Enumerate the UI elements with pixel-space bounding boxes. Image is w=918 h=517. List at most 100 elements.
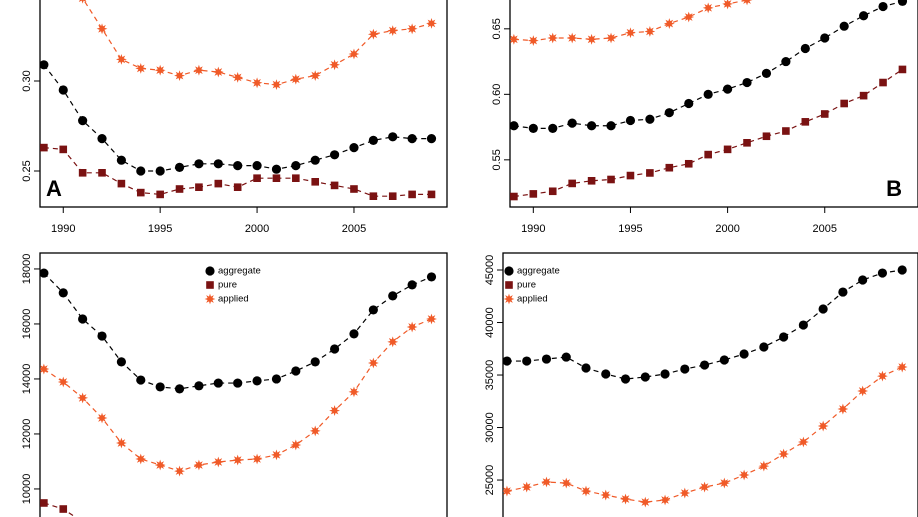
panel: 0.25 0.30 1990 1995 2000 2005 A bbox=[21, 0, 448, 235]
point bbox=[797, 436, 809, 448]
panel: 0.55 0.60 0.65 1990 1995 2000 2005 B bbox=[491, 0, 918, 235]
point bbox=[606, 121, 616, 131]
point bbox=[78, 169, 87, 177]
point bbox=[388, 132, 398, 142]
point bbox=[762, 132, 771, 141]
point bbox=[522, 356, 532, 366]
point bbox=[387, 25, 399, 36]
point bbox=[155, 382, 165, 392]
y-tick-label: 30000 bbox=[484, 412, 496, 443]
point bbox=[58, 288, 68, 298]
point bbox=[781, 56, 791, 67]
point bbox=[521, 481, 533, 493]
point bbox=[625, 115, 636, 126]
x-tick-label: 1995 bbox=[148, 223, 172, 235]
plot-frame bbox=[502, 252, 918, 517]
point bbox=[858, 275, 868, 285]
point bbox=[59, 145, 68, 154]
point bbox=[723, 145, 732, 154]
point bbox=[898, 65, 907, 74]
point bbox=[40, 143, 48, 152]
legend-label: applied bbox=[517, 294, 548, 305]
point bbox=[214, 179, 223, 188]
point bbox=[659, 494, 671, 506]
point bbox=[859, 11, 869, 21]
point bbox=[271, 374, 282, 384]
point bbox=[59, 505, 68, 513]
point bbox=[194, 159, 204, 169]
point bbox=[252, 376, 262, 386]
point bbox=[510, 33, 520, 45]
point bbox=[251, 77, 263, 89]
point bbox=[40, 499, 48, 507]
legend-label: aggregate bbox=[517, 266, 560, 277]
series-line bbox=[83, 0, 432, 86]
point bbox=[839, 21, 849, 31]
point bbox=[329, 59, 340, 71]
point bbox=[291, 366, 301, 376]
point bbox=[272, 174, 281, 182]
point bbox=[406, 23, 418, 35]
x-tick-label: 2005 bbox=[342, 223, 366, 235]
point bbox=[878, 1, 888, 12]
point bbox=[97, 134, 107, 144]
point bbox=[426, 272, 437, 282]
point bbox=[663, 18, 675, 29]
panel-label: A bbox=[46, 176, 62, 201]
point bbox=[136, 166, 146, 176]
series-line bbox=[43, 318, 432, 472]
legend-label: applied bbox=[218, 294, 249, 305]
point bbox=[349, 329, 359, 339]
point bbox=[213, 159, 223, 169]
x-tick-label: 2000 bbox=[715, 223, 739, 235]
series-line bbox=[513, 68, 903, 198]
point bbox=[605, 32, 617, 44]
point bbox=[40, 363, 50, 375]
point bbox=[233, 161, 243, 171]
series-line bbox=[43, 272, 432, 390]
point bbox=[817, 420, 829, 432]
x-tick-label: 1990 bbox=[521, 223, 545, 235]
point bbox=[560, 477, 572, 489]
point bbox=[309, 70, 321, 81]
point bbox=[329, 150, 340, 160]
point bbox=[840, 99, 848, 108]
x-tick-label: 1990 bbox=[51, 223, 75, 235]
point bbox=[782, 127, 790, 135]
point bbox=[292, 174, 300, 182]
legend-marker bbox=[505, 281, 513, 289]
point bbox=[798, 320, 808, 330]
point bbox=[620, 493, 631, 505]
point bbox=[561, 352, 571, 362]
y-tick-label: 0.60 bbox=[491, 84, 503, 105]
point bbox=[859, 91, 868, 100]
point bbox=[232, 72, 244, 83]
point bbox=[155, 166, 165, 176]
point bbox=[135, 63, 147, 74]
point bbox=[290, 439, 302, 451]
point bbox=[580, 485, 592, 497]
point bbox=[233, 378, 243, 388]
point bbox=[329, 344, 340, 354]
point bbox=[566, 32, 578, 44]
x-tick-label: 2000 bbox=[245, 223, 269, 235]
point bbox=[838, 287, 848, 297]
point bbox=[779, 332, 789, 342]
point bbox=[368, 135, 378, 145]
point bbox=[96, 412, 108, 424]
point bbox=[367, 28, 379, 40]
point bbox=[57, 376, 69, 388]
point bbox=[193, 64, 205, 76]
point bbox=[97, 331, 107, 341]
point bbox=[739, 349, 749, 359]
point bbox=[665, 163, 674, 172]
point bbox=[136, 375, 146, 385]
point bbox=[174, 162, 185, 172]
point bbox=[837, 403, 849, 415]
point bbox=[510, 121, 519, 131]
point bbox=[427, 190, 436, 199]
plot-area bbox=[510, 0, 908, 201]
legend: aggregate pure applied bbox=[204, 266, 261, 305]
point bbox=[253, 174, 261, 182]
point bbox=[367, 357, 379, 369]
